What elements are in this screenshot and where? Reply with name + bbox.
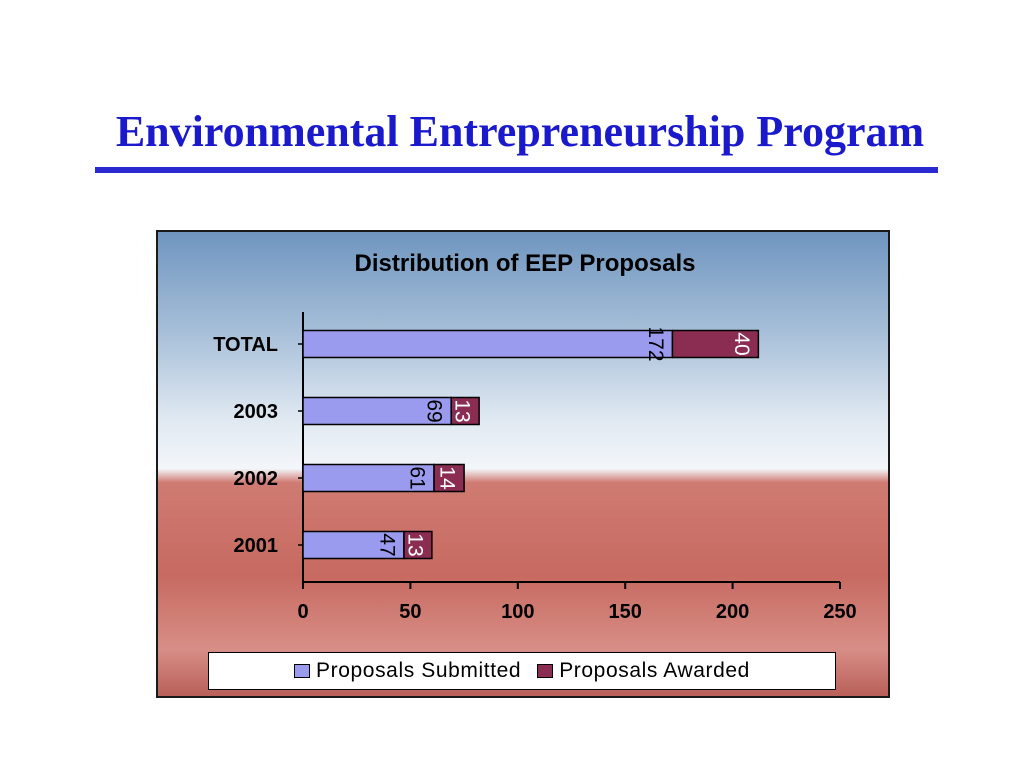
x-tick-label-4: 200 xyxy=(716,601,749,623)
title-underline xyxy=(95,167,938,173)
legend-swatch-submitted xyxy=(294,664,311,678)
bar-awarded-2001 xyxy=(403,530,433,560)
chart-title: Distribution of EEP Proposals xyxy=(355,250,696,277)
data-label-awarded-2002: 14 xyxy=(436,466,459,490)
category-label-0: TOTAL xyxy=(213,334,278,356)
x-tick-label-3: 150 xyxy=(609,601,642,623)
bar-awarded-2003 xyxy=(450,396,480,426)
data-label-submitted-2003: 69 xyxy=(423,399,446,422)
legend-swatch-awarded xyxy=(537,664,554,678)
legend-item-submitted: Proposals Submitted xyxy=(294,659,521,683)
bar-chart: Distribution of EEP Proposals 0 50 100 150 2… xyxy=(213,250,857,623)
slide-title: Environmental Entrepreneurship Program xyxy=(115,107,925,156)
x-tick-label-5: 250 xyxy=(823,601,856,623)
legend-label-awarded: Proposals Awarded xyxy=(559,659,750,682)
data-label-awarded-total: 40 xyxy=(730,332,753,355)
bar-submitted-total xyxy=(302,329,674,359)
category-label-1: 2003 xyxy=(234,401,279,423)
data-label-submitted-total: 172 xyxy=(644,326,667,361)
bar-submitted-2001 xyxy=(302,530,405,560)
x-tick-label-1: 50 xyxy=(399,601,421,623)
category-label-2: 2002 xyxy=(234,468,279,490)
data-label-submitted-2002: 61 xyxy=(406,466,429,489)
chart-legend: Proposals Submitted Proposals Awarded xyxy=(208,652,836,690)
legend-label-submitted: Proposals Submitted xyxy=(316,659,522,682)
legend-item-awarded: Proposals Awarded xyxy=(537,659,750,683)
x-tick-label-0: 0 xyxy=(297,601,308,623)
bar-awarded-total xyxy=(671,329,760,359)
data-label-submitted-2001: 47 xyxy=(375,533,398,556)
bar-awarded-2002 xyxy=(433,463,465,493)
data-label-awarded-2001: 13 xyxy=(403,533,426,556)
x-tick-label-2: 100 xyxy=(501,601,534,623)
data-label-awarded-2003: 13 xyxy=(451,399,474,422)
bar-submitted-2002 xyxy=(302,463,435,493)
category-label-3: 2001 xyxy=(234,535,279,557)
bar-submitted-2003 xyxy=(302,396,452,426)
chart-frame: Distribution of EEP Proposals 0 50 100 150 2… xyxy=(156,230,890,698)
